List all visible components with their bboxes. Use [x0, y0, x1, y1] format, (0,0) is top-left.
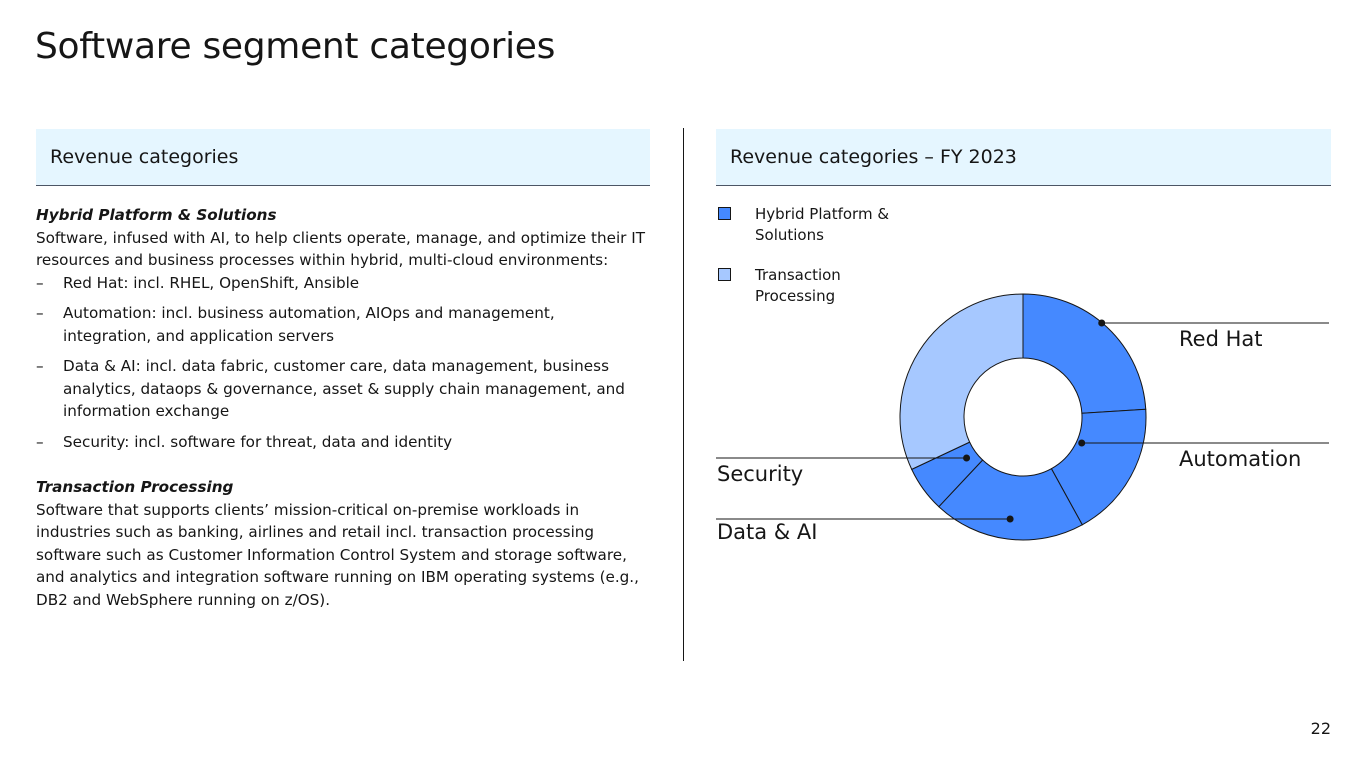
- legend-label-hybrid: Hybrid Platform & Solutions: [755, 205, 890, 244]
- bullet-automation: Automation: incl. business automation, A…: [36, 302, 646, 347]
- leader-dot-automation: [1078, 439, 1086, 447]
- donut-slice-red-hat: [1022, 293, 1147, 414]
- revenue-categories-body: Hybrid Platform & Solutions Software, in…: [36, 203, 646, 611]
- legend-item-transaction: Transaction Processing: [718, 265, 905, 307]
- slice-label-automation: Automation: [1179, 447, 1301, 471]
- leader-dot-data-ai: [1006, 515, 1014, 523]
- leader-dot-red-hat: [1098, 319, 1106, 327]
- transaction-title: Transaction Processing: [36, 478, 234, 496]
- slice-label-security: Security: [717, 462, 803, 486]
- transaction-description: Software that supports clients’ mission-…: [36, 500, 639, 609]
- donut-slice-data-ai: [938, 459, 1083, 541]
- chart-header: Revenue categories – FY 2023: [716, 129, 1331, 186]
- leader-dot-security: [963, 454, 971, 462]
- donut-slice-transaction-processing: [899, 293, 1024, 471]
- donut-slice-automation: [1050, 408, 1147, 526]
- bullet-security: Security: incl. software for threat, dat…: [36, 431, 646, 454]
- page-title: Software segment categories: [35, 26, 556, 67]
- slice-label-red-hat: Red Hat: [1179, 327, 1262, 351]
- legend-label-transaction: Transaction Processing: [755, 266, 841, 305]
- chart-legend: Hybrid Platform & Solutions Transaction …: [718, 204, 905, 326]
- hybrid-bullet-list: Red Hat: incl. RHEL, OpenShift, Ansible …: [36, 272, 646, 454]
- legend-swatch-transaction: [718, 268, 731, 281]
- column-divider: [683, 128, 684, 661]
- legend-item-hybrid: Hybrid Platform & Solutions: [718, 204, 905, 246]
- bullet-data-ai: Data & AI: incl. data fabric, customer c…: [36, 355, 646, 423]
- revenue-categories-header: Revenue categories: [36, 129, 650, 186]
- legend-swatch-hybrid: [718, 207, 731, 220]
- hybrid-title: Hybrid Platform & Solutions: [36, 206, 277, 224]
- bullet-red-hat: Red Hat: incl. RHEL, OpenShift, Ansible: [36, 272, 646, 295]
- slice-label-data-ai: Data & AI: [717, 520, 817, 544]
- page-number: 22: [1310, 719, 1331, 738]
- hybrid-description: Software, infused with AI, to help clien…: [36, 228, 645, 270]
